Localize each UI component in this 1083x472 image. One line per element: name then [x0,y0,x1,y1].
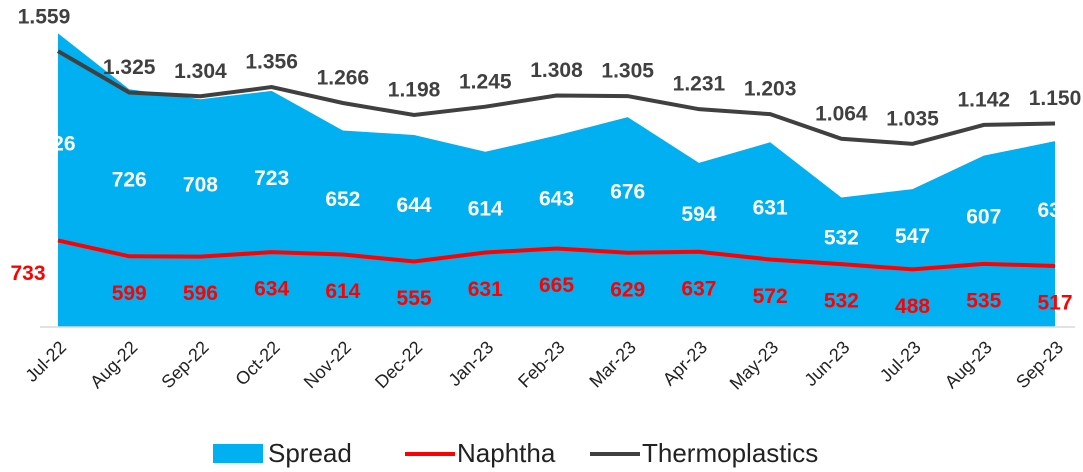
data-label: 599 [112,282,147,305]
x-tick-label: Dec-22 [371,337,426,392]
data-label: 1.325 [103,56,156,79]
legend-label: Spread [268,438,352,468]
x-tick-label: May-23 [726,337,783,394]
data-label: 488 [895,295,930,318]
x-tick-label: Apr-23 [659,337,711,389]
data-label: 532 [824,226,859,249]
data-label: 607 [966,205,1001,228]
data-label: 631 [753,196,788,219]
data-label: 723 [254,167,289,190]
data-label: 1.150 [1029,87,1082,110]
data-label: 643 [539,188,574,211]
data-label: 726 [112,168,147,191]
x-tick-label: Oct-22 [231,337,283,389]
x-tick-label: Sep-22 [157,337,212,392]
data-label: 631 [468,278,503,301]
data-label: 1.308 [530,59,583,82]
data-label: 1.203 [744,78,797,101]
data-label: 596 [183,282,218,305]
data-label: 1.142 [958,88,1011,111]
legend-label: Naphtha [457,438,556,468]
data-label: 652 [325,188,360,211]
data-label: 665 [539,274,574,297]
data-label: 826 [40,132,75,155]
data-label: 555 [397,287,432,310]
data-label: 1.305 [601,60,654,83]
data-label: 614 [468,198,503,221]
data-label: 517 [1037,292,1072,315]
data-label: 633 [1037,199,1072,222]
data-label: 1.035 [886,107,939,130]
legend-swatch [213,444,263,463]
x-tick-label: Sep-23 [1012,337,1067,392]
data-label: 1.356 [245,51,298,74]
data-label: 1.304 [174,60,227,83]
data-label: 594 [681,203,716,226]
line [57,238,1056,272]
x-tick-label: Aug-23 [941,337,996,392]
data-label: 1.231 [673,73,726,96]
data-label: 644 [397,194,432,217]
x-tick-label: Aug-22 [86,337,141,392]
data-label: 532 [824,290,859,313]
data-label: 1.064 [815,102,868,125]
data-label: 614 [325,280,360,303]
data-label: 1.266 [317,67,370,90]
data-label: 637 [681,277,716,300]
x-tick-label: Jun-23 [800,337,853,390]
data-label: 676 [610,180,645,203]
data-label: 634 [254,278,289,301]
data-label: 1.198 [388,79,441,102]
data-label: 1.559 [18,6,71,29]
data-label: 629 [610,278,645,301]
x-tick-label: Mar-23 [585,337,639,391]
data-label: 572 [753,285,788,308]
x-tick-label: Jan-23 [444,337,497,390]
x-tick-label: Jul-23 [876,337,925,386]
x-tick-label: Feb-23 [514,337,568,391]
data-label: 547 [895,225,930,248]
legend-label: Thermoplastics [642,438,818,468]
x-tick-label: Jul-22 [21,337,70,386]
data-label: 708 [183,173,218,196]
data-label: 535 [966,289,1001,312]
line [56,49,1056,146]
data-label: 733 [10,262,45,285]
x-tick-label: Nov-22 [300,337,355,392]
data-label: 1.245 [459,70,512,93]
